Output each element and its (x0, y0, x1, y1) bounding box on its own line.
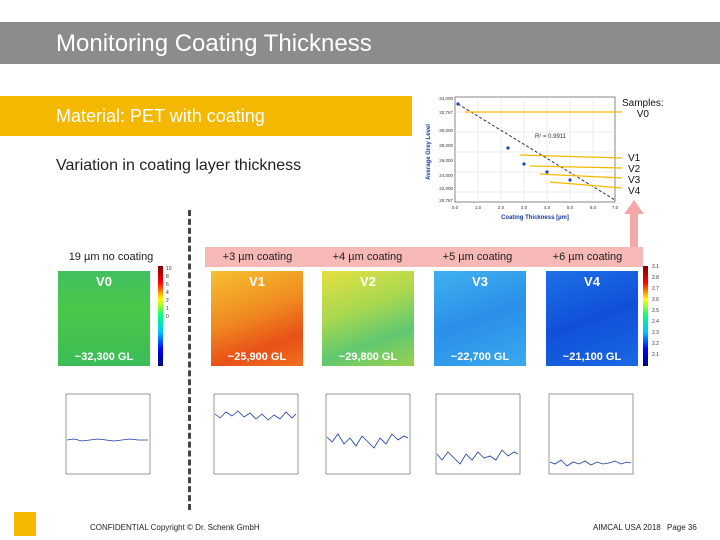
svg-text:4.0: 4.0 (544, 205, 551, 210)
profile-plot-v4 (548, 393, 634, 475)
heatmap-v1: V1 ~25,900 GL (211, 271, 303, 366)
sample-v1: V1 (628, 153, 641, 164)
heatmap-v4: V4 ~21,100 GL (546, 271, 638, 366)
samples-list: V1 V2 V3 V4 (628, 153, 640, 197)
footer-confidential: CONFIDENTIAL Copyright © Dr. Schenk GmbH (90, 523, 260, 532)
header-v1: +3 µm coating (222, 251, 293, 263)
sample-v2: V2 (628, 164, 641, 175)
divider-dashed (188, 210, 191, 510)
profile-plot-v2 (325, 393, 411, 475)
heatmap-label: V4 (584, 274, 600, 289)
sample-v3: V3 (628, 175, 641, 186)
heatmap-v2: V2 ~29,800 GL (322, 271, 414, 366)
header-v4: +6 µm coating (552, 251, 623, 263)
svg-text:28,000: 28,000 (439, 143, 453, 148)
heatmap-label: V1 (249, 274, 265, 289)
title-bar: Monitoring Coating Thickness (0, 22, 720, 64)
samples-label-v0: Samples: V0 (622, 98, 664, 120)
material-text: Material: PET with coating (56, 106, 265, 126)
svg-text:34,000: 34,000 (439, 96, 453, 101)
company-logo (14, 512, 36, 536)
data-points (456, 102, 572, 182)
svg-text:6.0: 6.0 (590, 205, 597, 210)
svg-text:32,767: 32,767 (439, 110, 453, 115)
variation-text: Variation in coating layer thickness (56, 157, 302, 174)
svg-text:0.0: 0.0 (452, 205, 459, 210)
r2-text: R² = 0.9911 (535, 134, 567, 140)
slide-title: Monitoring Coating Thickness (56, 30, 372, 57)
calibration-graph: R² = 0.9911 Coating Thickness [µm] Avera… (426, 96, 623, 221)
svg-text:2.0: 2.0 (498, 205, 505, 210)
svg-text:22,000: 22,000 (439, 186, 453, 191)
footer-event: AIMCAL USA 2018 (593, 523, 661, 532)
header-v2: +4 µm coating (332, 251, 403, 263)
heatmap-gl: ~32,300 GL (74, 351, 134, 363)
sample-callouts (465, 111, 623, 189)
material-banner: Material: PET with coating (0, 96, 412, 136)
heatmap-v3: V3 ~22,700 GL (434, 271, 526, 366)
graph-xticks: 0.0 1.0 2.0 3.0 4.0 5.0 6.0 7.0 (452, 205, 619, 210)
svg-text:5.0: 5.0 (567, 205, 574, 210)
colorbar-right-ticks: 3.1 2.8 2.7 2.6 2.5 2.4 2.3 2.2 2.1 (652, 264, 659, 358)
colorbar-right (643, 266, 648, 366)
sample-v0: V0 (636, 109, 649, 120)
graph-yticks: 34,000 32,767 30,000 28,000 26,000 24,00… (439, 96, 453, 203)
profile-plot-v3 (435, 393, 521, 475)
svg-text:3.0: 3.0 (521, 205, 528, 210)
samples-heading: Samples: (622, 98, 664, 109)
graph-ylabel: Average Grey Level (426, 124, 432, 180)
colorbar-left (158, 266, 163, 366)
heatmap-gl: ~25,900 GL (227, 351, 287, 363)
heatmap-label: V2 (360, 274, 376, 289)
svg-text:30,000: 30,000 (439, 128, 453, 133)
svg-text:1.0: 1.0 (475, 205, 482, 210)
graph-xlabel: Coating Thickness [µm] (501, 215, 569, 221)
svg-text:20,767: 20,767 (439, 198, 453, 203)
sample-v4: V4 (628, 186, 641, 197)
header-v0: 19 µm no coating (68, 251, 154, 263)
fit-line (457, 103, 616, 201)
svg-text:26,000: 26,000 (439, 158, 453, 163)
footer-page: Page 36 (667, 523, 697, 532)
heatmap-label: V0 (96, 274, 112, 289)
profile-plot-v1 (213, 393, 299, 475)
heatmap-gl: ~22,700 GL (450, 351, 510, 363)
profile-plot-v0 (65, 393, 151, 475)
heatmap-v0: V0 ~32,300 GL (58, 271, 150, 366)
header-band (205, 247, 643, 267)
header-v3: +5 µm coating (442, 251, 513, 263)
up-arrow-icon (624, 200, 644, 250)
heatmap-label: V3 (472, 274, 488, 289)
heatmap-gl: ~21,100 GL (562, 351, 622, 363)
svg-text:7.0: 7.0 (612, 205, 619, 210)
heatmap-gl: ~29,800 GL (338, 351, 398, 363)
svg-text:24,000: 24,000 (439, 173, 453, 178)
